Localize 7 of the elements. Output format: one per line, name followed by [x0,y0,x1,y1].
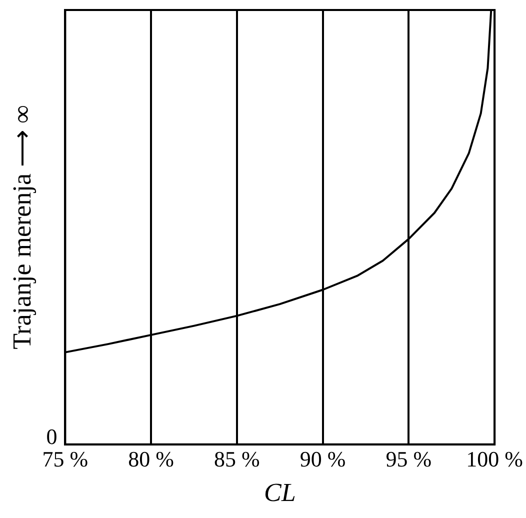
y-axis-title: Trajanje merenja ⟶ ∞ [7,104,36,350]
x-tick-label: 80 % [128,446,174,472]
x-tick-label: 85 % [214,446,260,472]
x-tick-label: 95 % [386,446,432,472]
x-tick-label: 90 % [300,446,346,472]
x-tick-label: 100 % [466,446,523,472]
x-axis-title: CL [264,478,296,508]
